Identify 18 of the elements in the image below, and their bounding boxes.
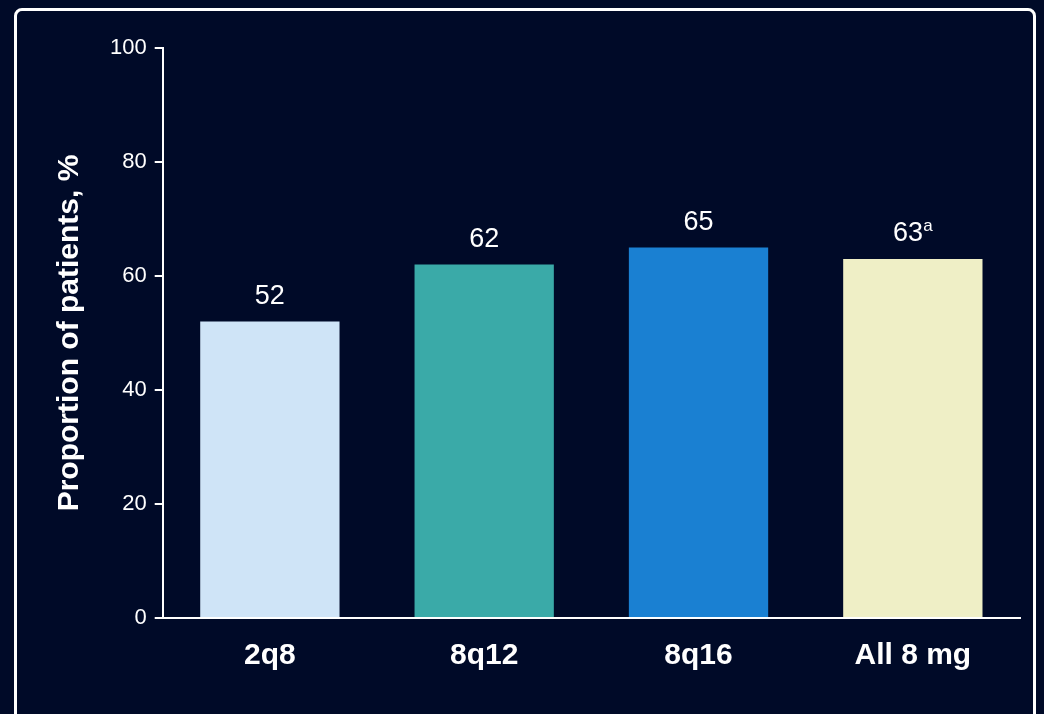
y-tick-label: 60 [122, 262, 147, 288]
y-axis-title: Proportion of patients, % [51, 154, 85, 512]
bar [843, 258, 983, 617]
y-tick-label: 80 [122, 148, 147, 174]
data-label: 62 [469, 222, 500, 253]
x-tick-label: 2q8 [244, 637, 296, 671]
y-tick-label: 40 [122, 376, 147, 402]
y-tick-label: 100 [109, 34, 147, 60]
data-label: 65 [683, 205, 714, 236]
x-tick-label: 8q16 [664, 637, 733, 671]
y-tick-label: 20 [122, 490, 147, 516]
x-tick-label: 8q12 [450, 637, 519, 671]
bar [200, 321, 340, 617]
bar [628, 247, 769, 617]
data-label: 52 [254, 279, 285, 310]
y-tick-label: 0 [134, 604, 147, 630]
bar [414, 264, 554, 617]
x-tick-label: All 8 mg [854, 637, 972, 671]
